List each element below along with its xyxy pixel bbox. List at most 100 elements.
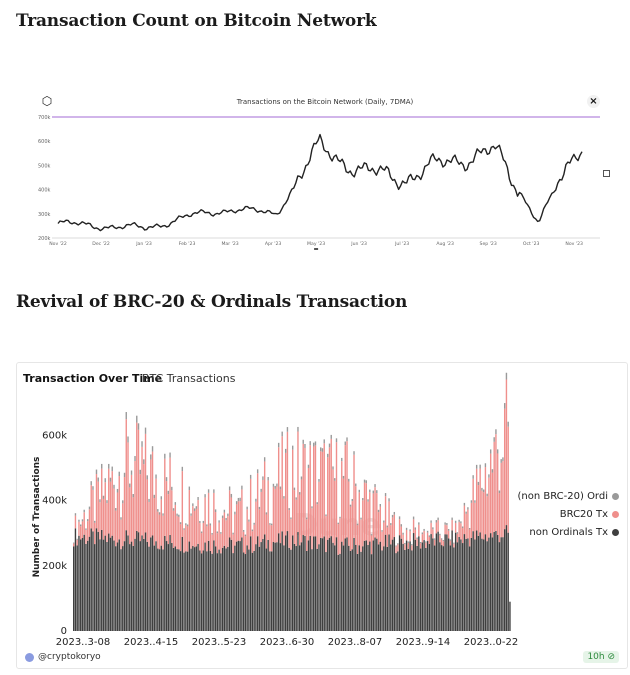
bar-non-brc20-ordi [81,519,84,522]
bar-brc20 [127,442,129,536]
bar-non-ordinals [223,545,226,631]
bar-non-ordinals [171,542,173,631]
bar-brc20 [223,512,226,546]
bar-non-brc20-ordi [393,511,396,515]
bar-brc20 [505,379,508,526]
chart2-subtitle[interactable]: BTC Transactions [142,372,236,385]
bar-non-brc20-ordi [127,436,129,443]
bar-brc20 [299,494,301,546]
bar-non-brc20-ordi [486,493,488,497]
bar-non-ordinals [440,545,443,631]
bar-non-ordinals [495,530,497,631]
bar-brc20 [97,481,99,532]
bar-brc20 [384,496,387,535]
bar-non-brc20-ordi [309,441,311,446]
bar-non-ordinals [374,537,376,631]
bar-non-ordinals [281,531,283,631]
legend-item[interactable]: BRC20 Tx [517,509,619,520]
bar-brc20 [507,426,509,533]
author-link[interactable]: @cryptokoryo [25,652,101,662]
bar-non-brc20-ordi [358,489,360,493]
bar-non-ordinals [341,541,343,631]
x-tick-label: May '23 [307,241,325,247]
bar-brc20 [277,447,280,534]
bar-non-ordinals [122,546,124,631]
legend-item[interactable]: (non BRC-20) Ordi [517,491,619,502]
bar-brc20 [321,451,324,539]
bar-brc20 [495,434,497,531]
bar-non-brc20-ordi [491,469,494,473]
bar-non-brc20-ordi [372,490,374,494]
bar-non-ordinals [299,545,301,631]
bar-brc20 [185,525,187,552]
bar-non-brc20-ordi [235,501,238,505]
bar-non-brc20-ordi [502,457,504,462]
bar-non-ordinals [502,537,504,631]
bar-non-brc20-ordi [425,541,427,543]
bar-non-brc20-ordi [381,530,383,532]
bar-brc20 [225,520,227,549]
bar-non-brc20-ordi [454,520,457,523]
bar-non-ordinals [220,553,222,631]
close-icon[interactable]: × [587,95,600,108]
bar-non-ordinals [90,528,92,631]
bar-non-brc20-ordi [283,496,285,499]
bar-brc20 [232,534,234,554]
bar-non-ordinals [207,540,210,631]
bar-brc20 [409,531,411,542]
bar-non-ordinals [88,536,91,631]
bar-non-ordinals [118,539,120,631]
bar-brc20 [367,501,369,545]
chart2-legend: (non BRC-20) Ordi BRC20 Tx non Ordinals … [517,491,619,545]
bar-non-ordinals [246,545,248,631]
bar-non-ordinals [353,537,355,631]
bar-brc20 [286,431,289,532]
bar-non-ordinals [178,549,180,631]
bar-brc20 [106,503,108,542]
bar-non-brc20-ordi [94,520,96,523]
bar-non-ordinals [411,550,413,631]
bar-brc20 [281,436,283,532]
bar-non-brc20-ordi [500,459,502,463]
bar-brc20 [314,445,317,537]
bar-non-ordinals [73,546,75,631]
bar-non-brc20-ordi [87,519,89,522]
x-tick-label: Dec '22 [92,241,110,247]
bar-brc20 [500,462,502,538]
bars-group [73,372,511,631]
bar-brc20 [369,492,371,542]
bar-non-brc20-ordi [404,542,406,545]
legend-item[interactable]: non Ordinals Tx [517,527,619,538]
y-tick-label: 600k [38,139,51,145]
bar-non-brc20-ordi [108,463,110,469]
bar-non-ordinals [348,545,350,631]
bar-non-ordinals [176,549,178,631]
x-tick-label: Sep '23 [480,241,497,247]
bar-non-brc20-ordi [325,514,327,517]
bar-non-brc20-ordi [409,529,411,532]
expand-square-icon[interactable] [603,170,610,177]
bar-non-brc20-ordi [388,498,390,502]
bar-brc20 [444,524,446,535]
bar-non-brc20-ordi [363,479,366,483]
bar-non-ordinals [309,535,311,631]
bar-non-ordinals [239,541,241,631]
bar-non-brc20-ordi [328,443,331,448]
bar-non-ordinals [344,538,346,631]
bar-non-brc20-ordi [453,542,455,544]
bar-non-ordinals [489,533,492,631]
bar-non-ordinals [300,542,303,631]
bar-non-brc20-ordi [109,477,112,482]
bar-brc20 [80,526,82,540]
bar-non-ordinals [402,543,404,631]
x-tick-label: Jan '23 [135,241,152,247]
bar-non-brc20-ordi [111,466,113,472]
refresh-badge[interactable]: 10h ⊘ [583,651,619,663]
bar-non-ordinals [234,545,236,631]
bar-non-brc20-ordi [433,538,436,540]
bar-non-ordinals [332,542,334,631]
bar-brc20 [181,471,184,537]
bar-non-ordinals [433,545,436,631]
bar-non-brc20-ordi [83,509,85,513]
bar-non-brc20-ordi [489,449,492,454]
